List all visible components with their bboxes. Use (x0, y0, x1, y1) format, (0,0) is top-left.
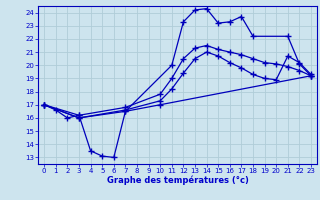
X-axis label: Graphe des températures (°c): Graphe des températures (°c) (107, 176, 249, 185)
